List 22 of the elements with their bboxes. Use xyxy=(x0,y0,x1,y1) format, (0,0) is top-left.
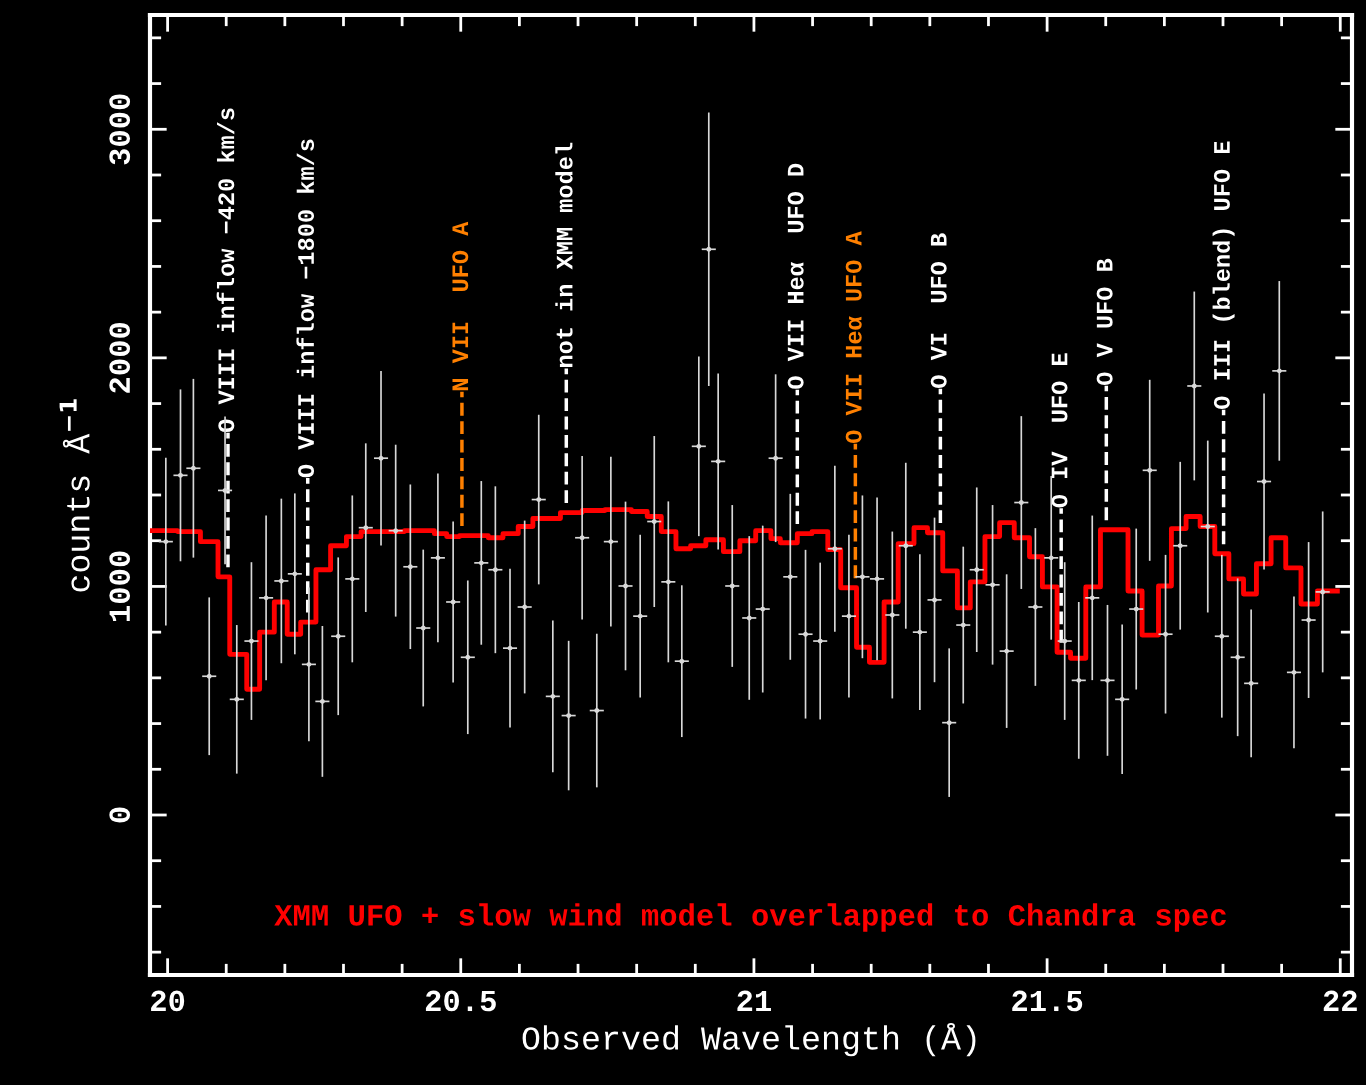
y-axis-title: counts Å$^{−1}$ xyxy=(59,399,90,592)
x-tick-label: 21 xyxy=(737,990,771,1012)
ref-line-label: O VII Heα UFO A xyxy=(845,231,862,443)
x-tick-label: 22 xyxy=(1323,990,1357,1012)
ref-line-label: O VIII inflow −420 km/s xyxy=(216,108,235,432)
ref-line-label: O IV UFO E xyxy=(1051,353,1068,508)
ref-line-label: O VIII inflow −1800 km/s xyxy=(296,139,315,478)
y-tick-label: 3000 xyxy=(109,94,131,165)
ref-line-label: O VI UFO B xyxy=(930,233,947,388)
y-tick-label: 2000 xyxy=(109,322,131,393)
y-tick-label: 0 xyxy=(109,807,131,823)
annotation: XMM UFO + slow wind model overlapped to Chandra spec xyxy=(274,903,1226,932)
x-tick-label: 20 xyxy=(151,990,185,1012)
ref-line-label: not in XMM model xyxy=(555,142,573,368)
x-tick-label: 20.5 xyxy=(425,990,496,1012)
x-tick-label: 21.5 xyxy=(1012,990,1083,1012)
ref-line-label: O V UFO B xyxy=(1096,258,1113,385)
ref-line-label: N VII UFO A xyxy=(452,221,469,391)
x-axis-title: Observed Wavelength (Å) xyxy=(522,1022,976,1057)
y-tick-label: 1000 xyxy=(109,551,131,622)
ref-line-label: O III (blend) UFO E xyxy=(1212,141,1235,409)
ref-line-label: O VII Heα UFO D xyxy=(787,163,804,389)
